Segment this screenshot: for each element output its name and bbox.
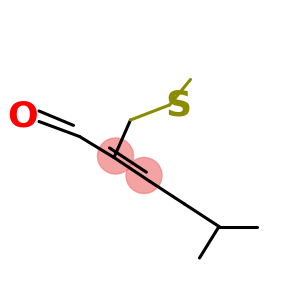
Text: O: O — [7, 99, 38, 134]
Text: S: S — [165, 88, 192, 123]
Circle shape — [126, 158, 162, 194]
Circle shape — [98, 138, 134, 174]
